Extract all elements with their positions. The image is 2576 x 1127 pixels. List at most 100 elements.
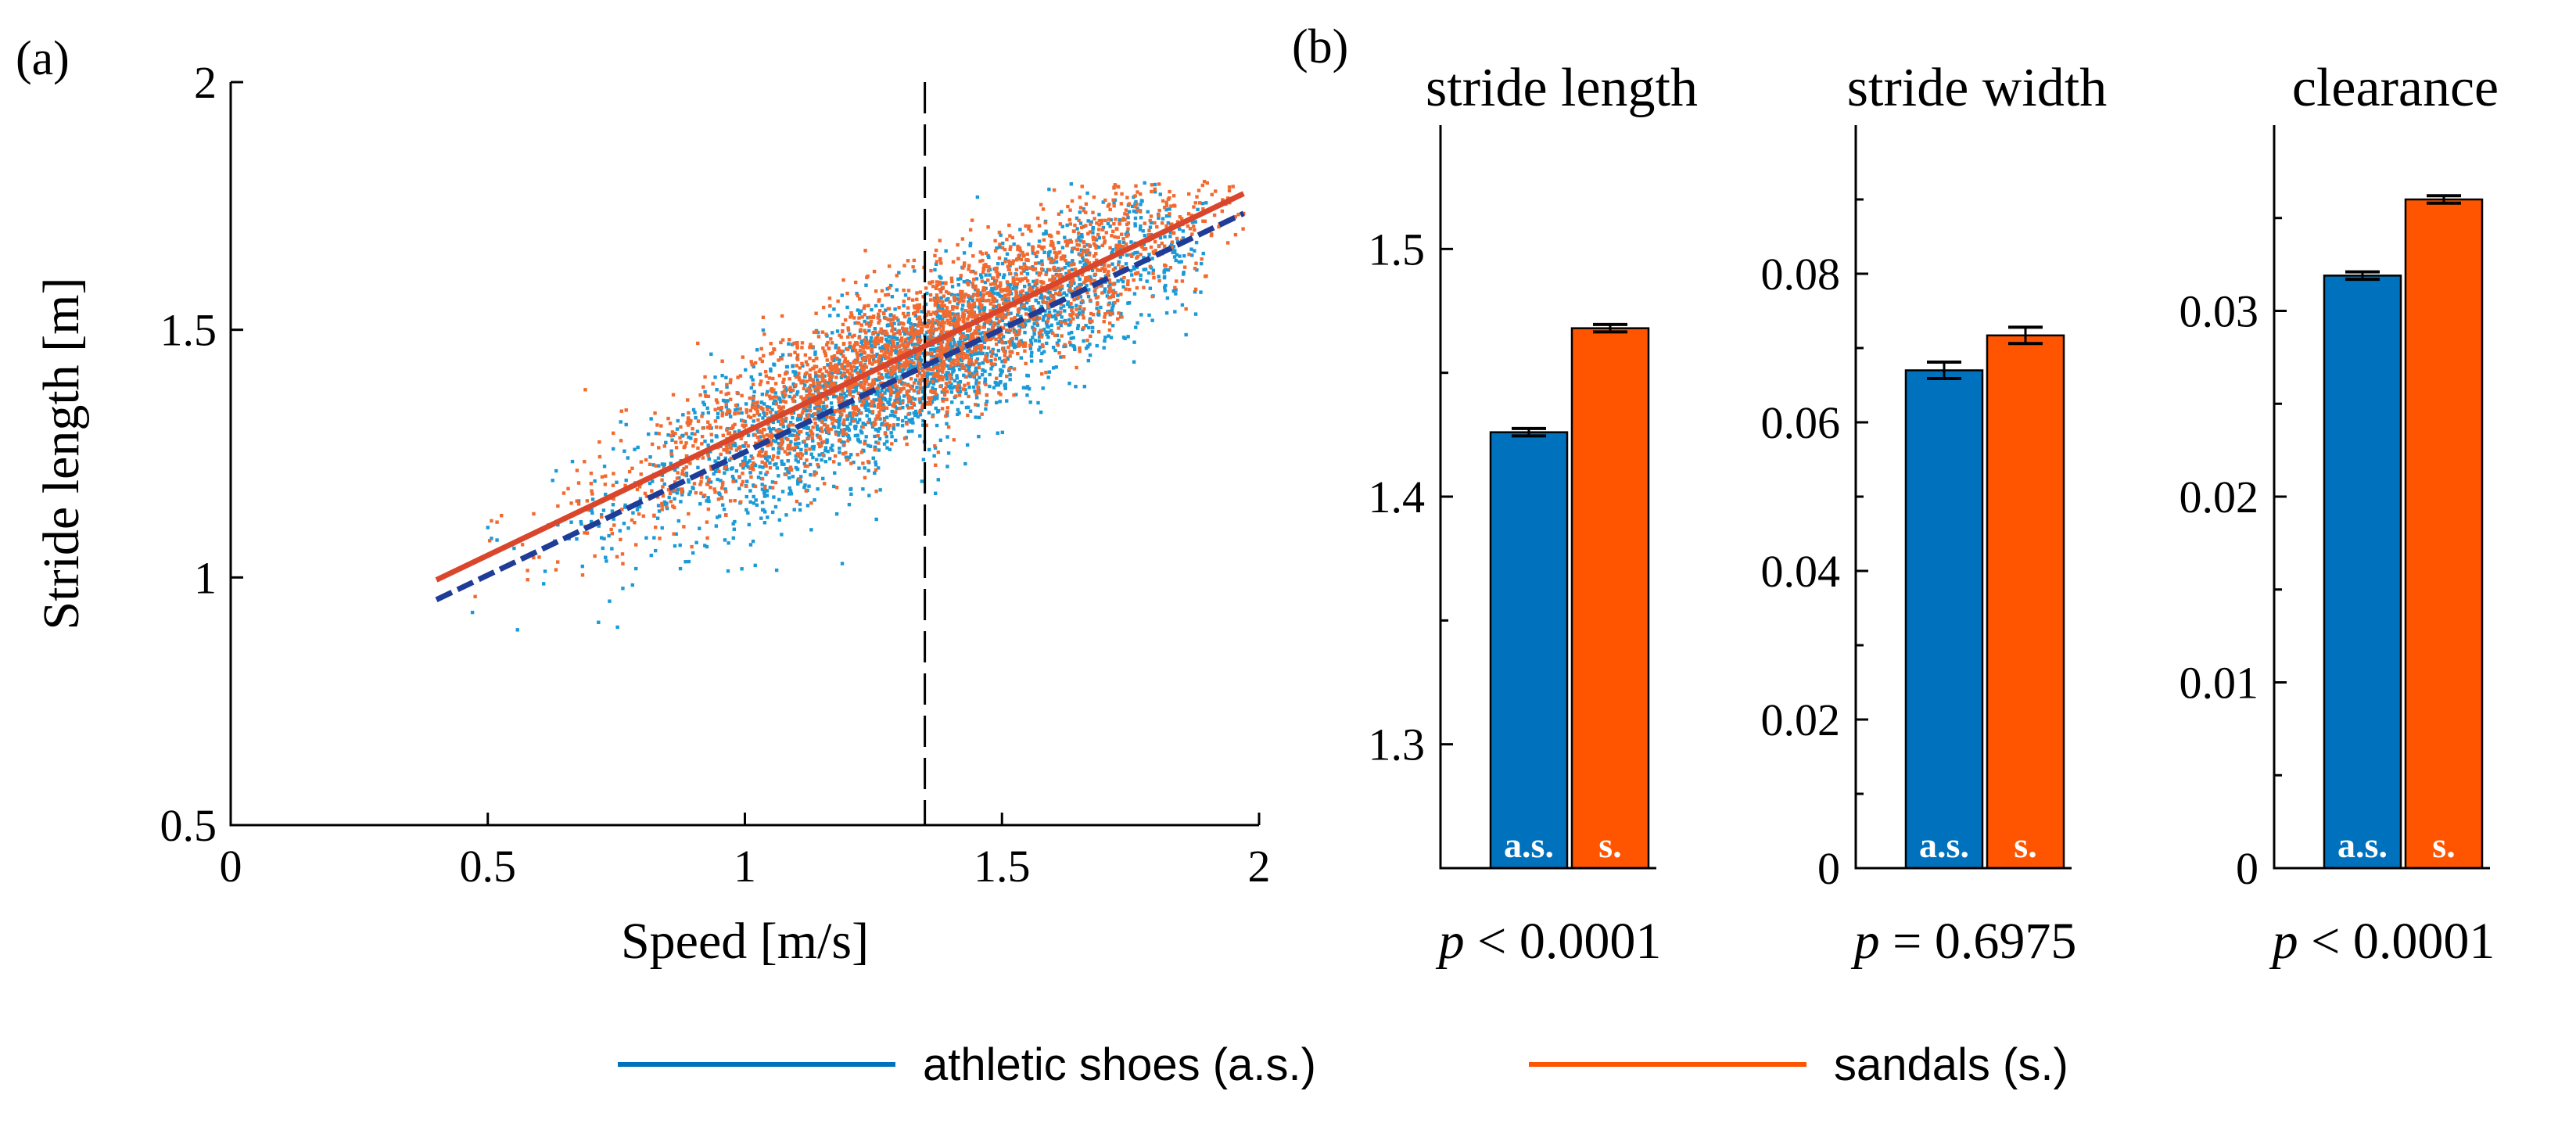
scatter-point: [1059, 323, 1063, 328]
scatter-point: [906, 360, 909, 364]
scatter-point: [983, 369, 987, 373]
scatter-point: [935, 397, 939, 400]
scatter-point: [920, 366, 924, 370]
scatter-point: [1000, 246, 1005, 250]
scatter-point: [1072, 281, 1076, 285]
scatter-point: [852, 389, 856, 393]
scatter-point: [784, 364, 789, 369]
scatter-point: [930, 351, 934, 356]
scatter-point: [1049, 260, 1053, 264]
scatter-point: [1174, 288, 1178, 292]
scatter-point: [967, 267, 970, 271]
scatter-point: [1087, 253, 1092, 257]
scatter-point: [945, 375, 949, 379]
scatter-point: [1107, 270, 1110, 274]
scatter-point: [1049, 239, 1053, 244]
scatter-point: [1042, 295, 1046, 299]
scatter-point: [1179, 217, 1184, 221]
scatter-point: [804, 360, 809, 364]
scatter-point: [844, 394, 849, 398]
scatter-point: [918, 410, 922, 414]
scatter-point: [705, 406, 709, 411]
scatter-point: [875, 378, 879, 382]
scatter-point: [898, 332, 902, 336]
scatter-point: [791, 382, 795, 386]
scatter-point: [1164, 283, 1168, 288]
scatter-point: [864, 283, 868, 287]
scatter-point: [1059, 210, 1064, 214]
scatter-point: [967, 306, 971, 310]
scatter-point: [1193, 201, 1197, 205]
scatter-point: [801, 379, 805, 383]
scatter-point: [1165, 296, 1170, 300]
scatter-point: [845, 370, 850, 374]
scatter-point: [687, 492, 691, 497]
scatter-point: [1029, 354, 1034, 358]
scatter-point: [597, 620, 601, 624]
scatter-point: [987, 291, 992, 295]
scatter-point: [709, 480, 713, 484]
scatter-point: [983, 358, 987, 362]
scatter-point: [1052, 286, 1056, 290]
scatter-point: [1164, 204, 1169, 208]
scatter-point: [1095, 221, 1099, 225]
scatter-point: [996, 285, 1000, 289]
scatter-point: [1143, 221, 1146, 225]
scatter-point: [813, 417, 816, 421]
scatter-point: [861, 487, 865, 491]
scatter-point: [869, 336, 874, 340]
scatter-point: [881, 408, 886, 412]
scatter-point: [856, 293, 860, 298]
scatter-point: [755, 409, 759, 414]
scatter-point: [912, 381, 917, 385]
scatter-point: [913, 409, 918, 414]
scatter-point: [1158, 192, 1162, 196]
scatter-point: [942, 393, 947, 397]
scatter-point: [1085, 191, 1089, 196]
scatter-point: [1173, 249, 1177, 253]
scatter-point: [984, 403, 988, 407]
scatter-point: [900, 400, 905, 405]
scatter-point: [725, 467, 729, 472]
scatter-point: [890, 324, 895, 328]
scatter-point: [1202, 179, 1207, 184]
scatter-point: [857, 316, 861, 320]
scatter-point: [931, 318, 935, 321]
scatter-point: [973, 389, 977, 393]
scatter-point: [1070, 330, 1074, 335]
scatter-point: [788, 492, 791, 496]
scatter-point: [798, 451, 803, 456]
scatter-point: [714, 398, 719, 402]
scatter-point: [1078, 304, 1082, 309]
scatter-point: [1169, 204, 1173, 208]
scatter-point: [839, 440, 844, 444]
scatter-point: [967, 385, 971, 389]
scatter-point: [1126, 282, 1130, 286]
scatter-point: [1014, 273, 1018, 277]
scatter-point: [909, 384, 913, 389]
scatter-point: [893, 307, 897, 311]
scatter-point: [1118, 242, 1122, 247]
scatter-point: [760, 501, 765, 504]
scatter-point: [662, 462, 667, 466]
scatter-point: [911, 328, 916, 333]
scatter-point: [706, 411, 711, 415]
scatter-point: [1082, 258, 1086, 263]
scatter-point: [1054, 260, 1059, 264]
scatter-point: [1139, 253, 1143, 257]
scatter-point: [967, 371, 971, 375]
scatter-point: [997, 230, 1002, 235]
scatter-point: [824, 369, 829, 373]
scatter-point: [933, 389, 937, 393]
scatter-point: [1118, 217, 1121, 222]
scatter-point: [834, 486, 839, 490]
scatter-point: [1116, 317, 1120, 321]
scatter-point: [1092, 254, 1096, 258]
scatter-point: [760, 487, 765, 491]
scatter-point: [826, 384, 830, 388]
scatter-point: [813, 389, 818, 393]
scatter-point: [1113, 183, 1117, 187]
scatter-point: [968, 228, 973, 232]
scatter-point: [1078, 277, 1082, 282]
scatter-point: [1012, 393, 1016, 397]
